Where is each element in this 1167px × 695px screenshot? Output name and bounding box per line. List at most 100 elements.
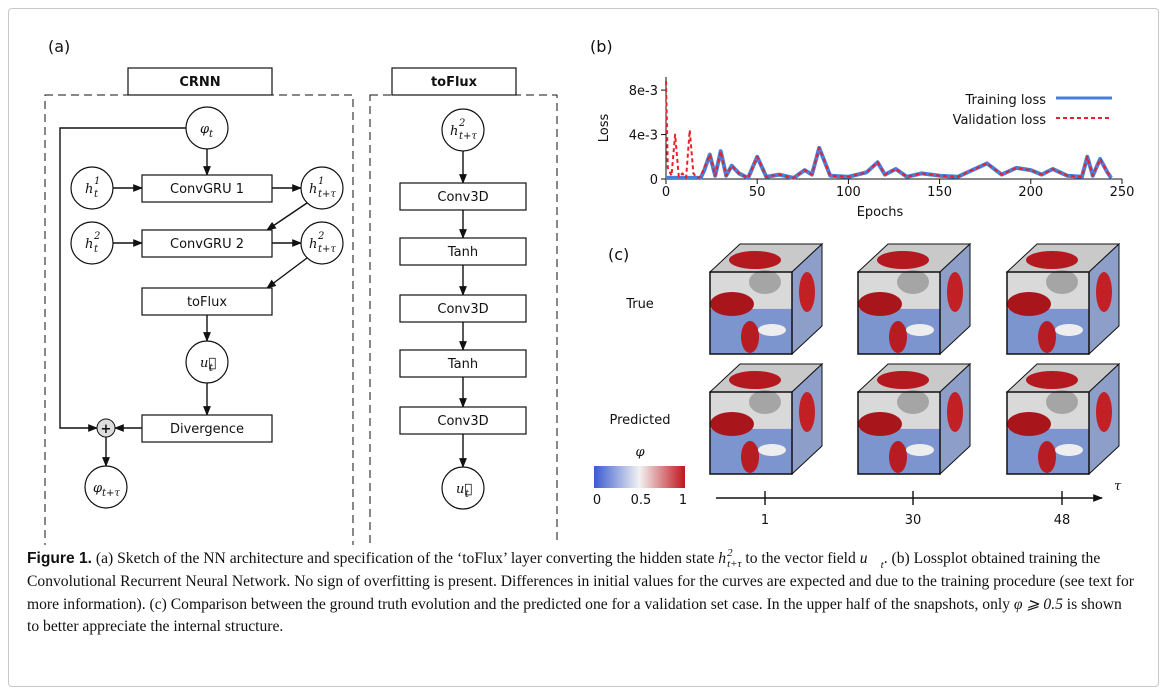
legend-label: Validation loss [953, 113, 1047, 128]
state-label: ht+τ 2 [309, 231, 336, 255]
state-label: u⃗t [456, 482, 472, 500]
caption-text: (a) Sketch of the NN architecture and sp… [92, 550, 719, 567]
snapshot [856, 362, 972, 476]
math-sup: 1 [94, 176, 100, 187]
colorbar-tick: 1 [679, 493, 687, 508]
layer-label: ConvGRU 1 [170, 182, 244, 197]
math-base: h [309, 182, 317, 197]
blob [1026, 251, 1078, 269]
blob [858, 412, 902, 436]
layer-box [141, 287, 273, 316]
blob [799, 272, 815, 312]
layer-box [141, 229, 273, 258]
blob [897, 270, 929, 294]
state-label: ht+τ 2 [450, 118, 477, 142]
math-base: u⃗ [200, 356, 216, 371]
snapshot [708, 242, 824, 356]
y-tick-label: 0 [650, 173, 658, 188]
blob [877, 371, 929, 389]
blob [906, 324, 934, 336]
snapshot [1005, 362, 1121, 476]
state-node [441, 108, 485, 152]
state-node [300, 166, 344, 210]
snapshot [1005, 242, 1121, 356]
cube-outline [709, 391, 793, 475]
blob [897, 390, 929, 414]
blob [1026, 371, 1078, 389]
panel-label: (a) [48, 37, 70, 56]
blob [858, 292, 902, 316]
panel-label: (c) [608, 245, 629, 264]
colorbar [594, 466, 685, 488]
figure: (a) CRNN toFlux + (b) Epochs Loss (c) Tr… [44, 37, 1134, 545]
blob [1055, 324, 1083, 336]
colorbar-tick: 0.5 [631, 493, 652, 508]
series-line [665, 145, 1113, 180]
blob [1038, 321, 1056, 353]
figure-frame [8, 8, 1159, 687]
math-sub: t [94, 189, 99, 200]
row-label: True [625, 297, 654, 312]
x-tick-label: 50 [749, 185, 766, 200]
blob [889, 441, 907, 473]
panel-label: (b) [590, 37, 613, 56]
cube-outline [709, 271, 793, 355]
blob [710, 412, 754, 436]
state-node [185, 106, 229, 150]
caption-math: φ ⩾ 0.5 [1013, 595, 1063, 613]
caption: Figure 1. (a) Sketch of the NN architect… [27, 548, 1137, 639]
math-sub: t [209, 363, 214, 374]
math-sup: 2 [727, 547, 733, 560]
state-label: ht+τ 1 [309, 176, 336, 200]
cube-outline [857, 271, 941, 355]
x-axis-label: Epochs [857, 205, 904, 220]
math-base: φ [93, 481, 103, 496]
blob [1046, 390, 1078, 414]
colorbar-tick: 0 [593, 493, 601, 508]
block-title: toFlux [431, 75, 478, 90]
blob [1096, 392, 1112, 432]
layer-box [399, 349, 527, 378]
math-sup: 2 [93, 231, 100, 242]
layer-box [399, 182, 527, 211]
state-label: ht 1 [85, 176, 100, 200]
math-sub: t+τ [727, 558, 742, 571]
math-base: u⃗ [456, 482, 472, 497]
math-sup: 2 [458, 118, 465, 129]
caption-label: Figure 1. [27, 550, 92, 567]
x-tick-label: 150 [927, 185, 952, 200]
blob [710, 292, 754, 316]
blob [1055, 444, 1083, 456]
layer-box [141, 414, 273, 443]
dashed-box [44, 94, 354, 545]
blob [749, 270, 781, 294]
blob [729, 251, 781, 269]
blob [1038, 441, 1056, 473]
y-axis-label: Loss [597, 114, 612, 143]
blob [741, 441, 759, 473]
layer-box [399, 237, 527, 266]
caption-text: to the vector field [741, 550, 860, 567]
state-label: u⃗t [200, 356, 216, 374]
arrows [59, 127, 467, 468]
layer-label: Tanh [447, 357, 478, 372]
math-sup: 2 [317, 231, 324, 242]
blob [947, 272, 963, 312]
state-node [185, 340, 229, 384]
math-sub: t [465, 489, 470, 500]
snapshot [708, 362, 824, 476]
state-node [300, 221, 344, 265]
blob [1046, 270, 1078, 294]
blob [1096, 272, 1112, 312]
tau-tick-label: 48 [1054, 513, 1071, 528]
state-node [70, 221, 114, 265]
layer-label: ConvGRU 2 [170, 237, 244, 252]
math-base: h [85, 237, 93, 252]
cube-outline [1006, 391, 1090, 475]
caption-math: u⃗ t [860, 550, 884, 571]
layer-label: toFlux [187, 295, 227, 310]
math-sup: 1 [318, 176, 324, 187]
sum-sign: + [101, 422, 112, 437]
tau-label: τ [1114, 479, 1122, 494]
